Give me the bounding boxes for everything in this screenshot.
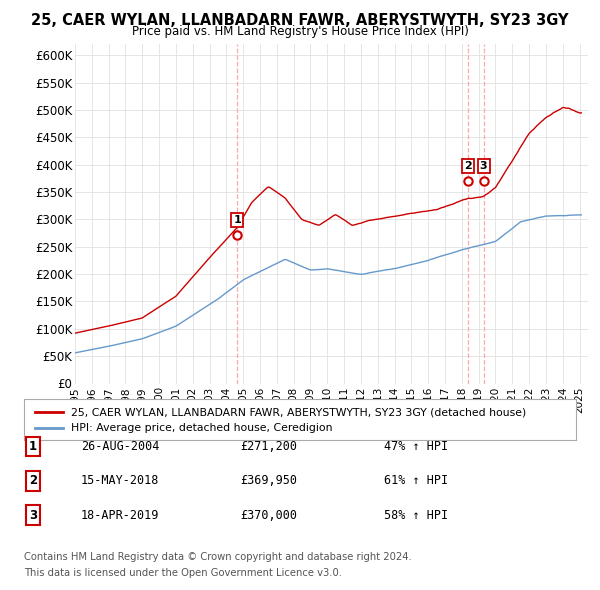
Text: 1: 1 — [233, 215, 241, 225]
Text: 3: 3 — [480, 161, 487, 171]
Text: Contains HM Land Registry data © Crown copyright and database right 2024.: Contains HM Land Registry data © Crown c… — [24, 552, 412, 562]
Text: Price paid vs. HM Land Registry's House Price Index (HPI): Price paid vs. HM Land Registry's House … — [131, 25, 469, 38]
Text: HPI: Average price, detached house, Ceredigion: HPI: Average price, detached house, Cere… — [71, 423, 332, 433]
Text: 1: 1 — [29, 440, 37, 453]
Text: 47% ↑ HPI: 47% ↑ HPI — [384, 440, 448, 453]
Text: 2: 2 — [29, 474, 37, 487]
Text: £369,950: £369,950 — [240, 474, 297, 487]
Text: 61% ↑ HPI: 61% ↑ HPI — [384, 474, 448, 487]
Text: 18-APR-2019: 18-APR-2019 — [81, 509, 160, 522]
Text: £271,200: £271,200 — [240, 440, 297, 453]
Text: 25, CAER WYLAN, LLANBADARN FAWR, ABERYSTWYTH, SY23 3GY: 25, CAER WYLAN, LLANBADARN FAWR, ABERYST… — [31, 13, 569, 28]
Text: 15-MAY-2018: 15-MAY-2018 — [81, 474, 160, 487]
Text: 58% ↑ HPI: 58% ↑ HPI — [384, 509, 448, 522]
Text: £370,000: £370,000 — [240, 509, 297, 522]
Text: 3: 3 — [29, 509, 37, 522]
Text: 25, CAER WYLAN, LLANBADARN FAWR, ABERYSTWYTH, SY23 3GY (detached house): 25, CAER WYLAN, LLANBADARN FAWR, ABERYST… — [71, 407, 526, 417]
Text: This data is licensed under the Open Government Licence v3.0.: This data is licensed under the Open Gov… — [24, 568, 342, 578]
Text: 2: 2 — [464, 161, 472, 171]
Text: 26-AUG-2004: 26-AUG-2004 — [81, 440, 160, 453]
